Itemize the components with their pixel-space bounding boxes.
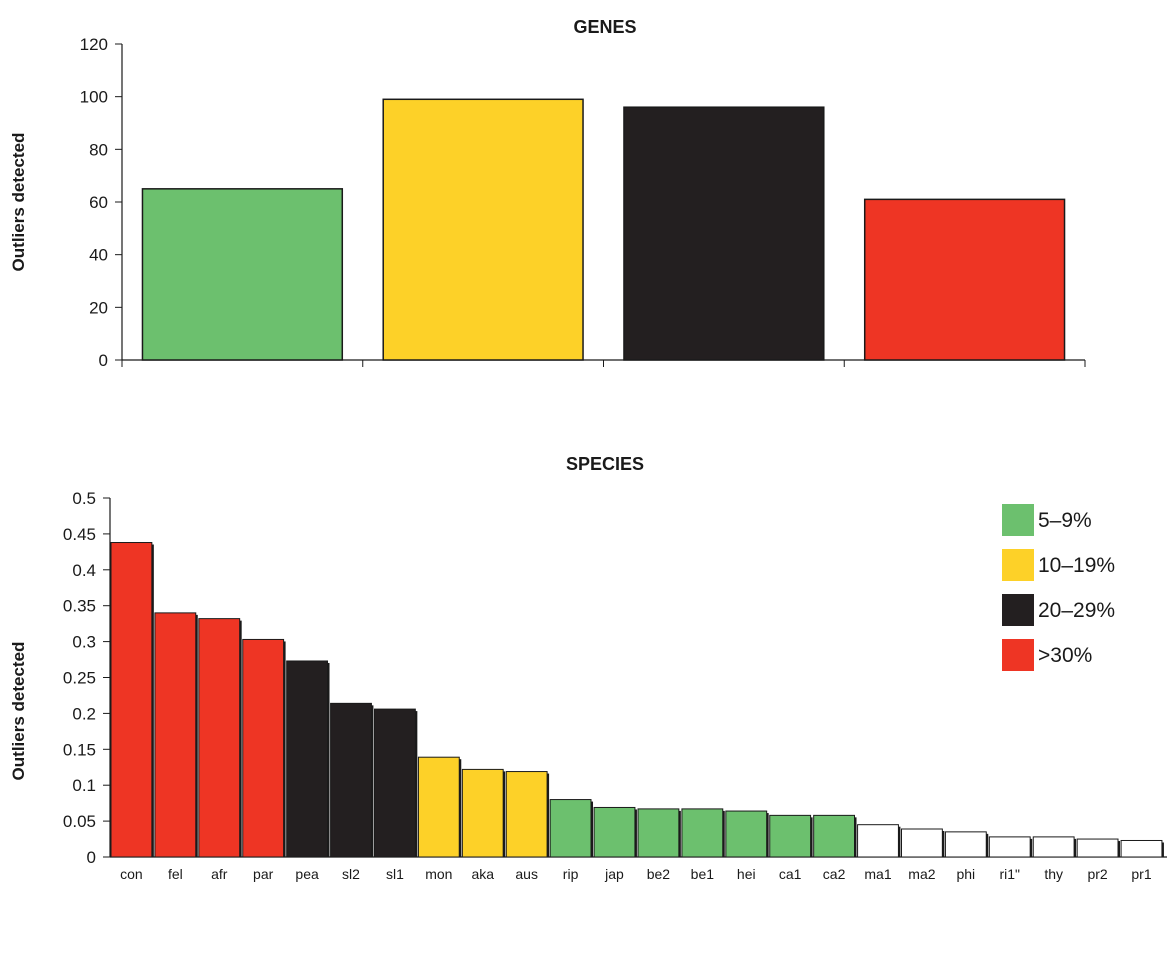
genes-y-tick-label: 60 [89,193,108,212]
species-legend: 5–9% 10–19% 20–29% >30% [1002,504,1115,671]
species-chart-title: SPECIES [566,454,644,474]
genes-y-tick-label: 20 [89,298,108,317]
species-category-label: ma2 [908,866,935,882]
species-bar [461,768,504,858]
species-category-label: hei [737,866,756,882]
legend-swatch [1002,504,1034,536]
species-category-label: jap [604,866,624,882]
legend-swatch [1002,639,1034,671]
species-category-label: fel [168,866,183,882]
species-y-axis-label: Outliers detected [9,642,28,781]
species-category-label: mon [425,866,452,882]
species-category-label: sl2 [342,866,360,882]
species-bar [1076,838,1119,858]
species-y-tick-label: 0.5 [72,489,96,508]
legend-swatch [1002,594,1034,626]
species-bar [813,814,856,858]
species-category-labels: con fel afr par pea sl2 sl1 mon aka aus rip jap be2 b… [120,866,1152,882]
legend-label: 20–29% [1038,599,1115,622]
species-y-tick-label: 0.25 [63,669,96,688]
species-y-tick-label: 0.05 [63,812,96,831]
genes-y-ticks: 0 20 40 60 80 100 120 [80,35,122,370]
species-category-label: thy [1044,866,1063,882]
legend-label: 10–19% [1038,554,1115,577]
species-bar [198,618,241,858]
legend-label: >30% [1038,644,1092,667]
species-category-label: aus [515,866,538,882]
species-bar [110,542,153,858]
species-y-tick-label: 0.15 [63,740,96,759]
species-bar [944,831,987,858]
species-category-label: sl1 [386,866,404,882]
genes-y-tick-label: 80 [89,140,108,159]
species-category-label: pr2 [1087,866,1107,882]
species-y-tick-label: 0 [87,848,96,867]
genes-chart-title: GENES [573,17,636,37]
legend-swatch [1002,549,1034,581]
species-category-label: ca1 [779,866,802,882]
species-y-tick-label: 0.35 [63,597,96,616]
genes-y-tick-label: 120 [80,35,108,54]
genes-y-tick-label: 0 [99,351,108,370]
species-bars [110,542,1164,858]
species-bar [1032,836,1075,858]
species-category-label: pr1 [1131,866,1151,882]
species-bar [637,808,680,858]
genes-bar [382,98,584,361]
species-category-label: be2 [647,866,671,882]
species-bar [593,806,636,858]
species-category-label: phi [956,866,975,882]
species-category-label: ma1 [864,866,891,882]
species-chart: SPECIES Outliers detected 0 0.05 0.1 0.15 0.… [9,454,1167,882]
legend-label: 5–9% [1038,509,1092,532]
species-category-label: pea [295,866,319,882]
species-category-label: ca2 [823,866,846,882]
species-bar [988,836,1031,858]
genes-bar [141,188,344,361]
species-bar [857,824,899,858]
species-bar [1120,839,1163,858]
species-category-label: rip [563,866,579,882]
species-category-label: aka [471,866,494,882]
species-bar [681,808,724,858]
species-y-tick-label: 0.4 [72,561,96,580]
species-bar [725,810,768,858]
genes-bar [863,198,1066,361]
species-bar [374,708,416,858]
species-category-label: par [253,866,274,882]
species-bar [901,828,943,858]
genes-y-tick-label: 100 [80,88,108,107]
genes-bars [141,98,1066,361]
species-bar [549,799,592,858]
species-category-label: con [120,866,143,882]
genes-chart: GENES Outliers detected 0 20 40 60 80 100 120 [9,17,1086,370]
species-category-label: be1 [691,866,715,882]
species-bar [154,612,197,858]
genes-bar [623,106,825,361]
species-bar [286,660,329,858]
species-bar [417,756,460,858]
species-y-tick-label: 0.2 [72,704,96,723]
species-y-tick-label: 0.3 [72,633,96,652]
species-bar [330,702,372,858]
species-y-tick-label: 0.45 [63,525,96,544]
species-bar [242,638,285,858]
genes-y-axis-label: Outliers detected [9,133,28,272]
species-bar [769,814,812,858]
species-category-label: afr [211,866,228,882]
species-y-tick-label: 0.1 [72,776,96,795]
genes-y-tick-label: 40 [89,246,108,265]
species-y-ticks: 0 0.05 0.1 0.15 0.2 0.25 0.3 0.35 0.4 0.45 0.5 [63,489,110,867]
species-category-label: ri1" [999,866,1020,882]
species-bar [505,771,548,858]
